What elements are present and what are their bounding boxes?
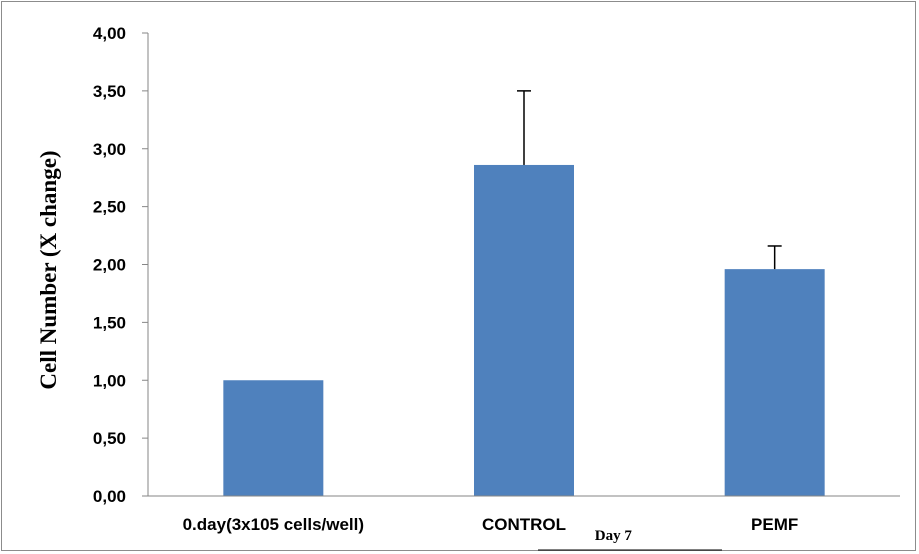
y-tick-label: 4,00 xyxy=(93,24,126,43)
bar xyxy=(474,164,574,496)
y-tick-label: 2,50 xyxy=(93,198,126,217)
x-axis: 0.day(3x105 cells/well) CONTROL PEMF xyxy=(148,495,900,534)
y-tick-label: 3,00 xyxy=(93,140,126,159)
y-tick-label: 1,50 xyxy=(93,313,126,332)
y-tick-label: 0,00 xyxy=(93,487,126,506)
y-axis-title: Cell Number (X change) xyxy=(36,150,61,389)
x-category-label: PEMF xyxy=(751,515,798,534)
x-category-label: CONTROL xyxy=(482,515,566,534)
group-label: Day 7 xyxy=(595,528,633,544)
y-tick-label: 2,00 xyxy=(93,256,126,275)
x-category-label: 0.day(3x105 cells/well) xyxy=(183,515,364,534)
y-tick-label: 0,50 xyxy=(93,429,126,448)
bars xyxy=(223,90,825,496)
bar xyxy=(724,269,825,496)
y-tick-label: 1,00 xyxy=(93,371,126,390)
bar xyxy=(223,380,324,496)
y-axis: 0,00 0,50 1,00 1,50 2,00 2,50 3,00 3,50 4,00 xyxy=(93,24,149,506)
y-tick-label: 3,50 xyxy=(93,82,126,101)
group-bracket: Day 7 xyxy=(538,528,722,551)
